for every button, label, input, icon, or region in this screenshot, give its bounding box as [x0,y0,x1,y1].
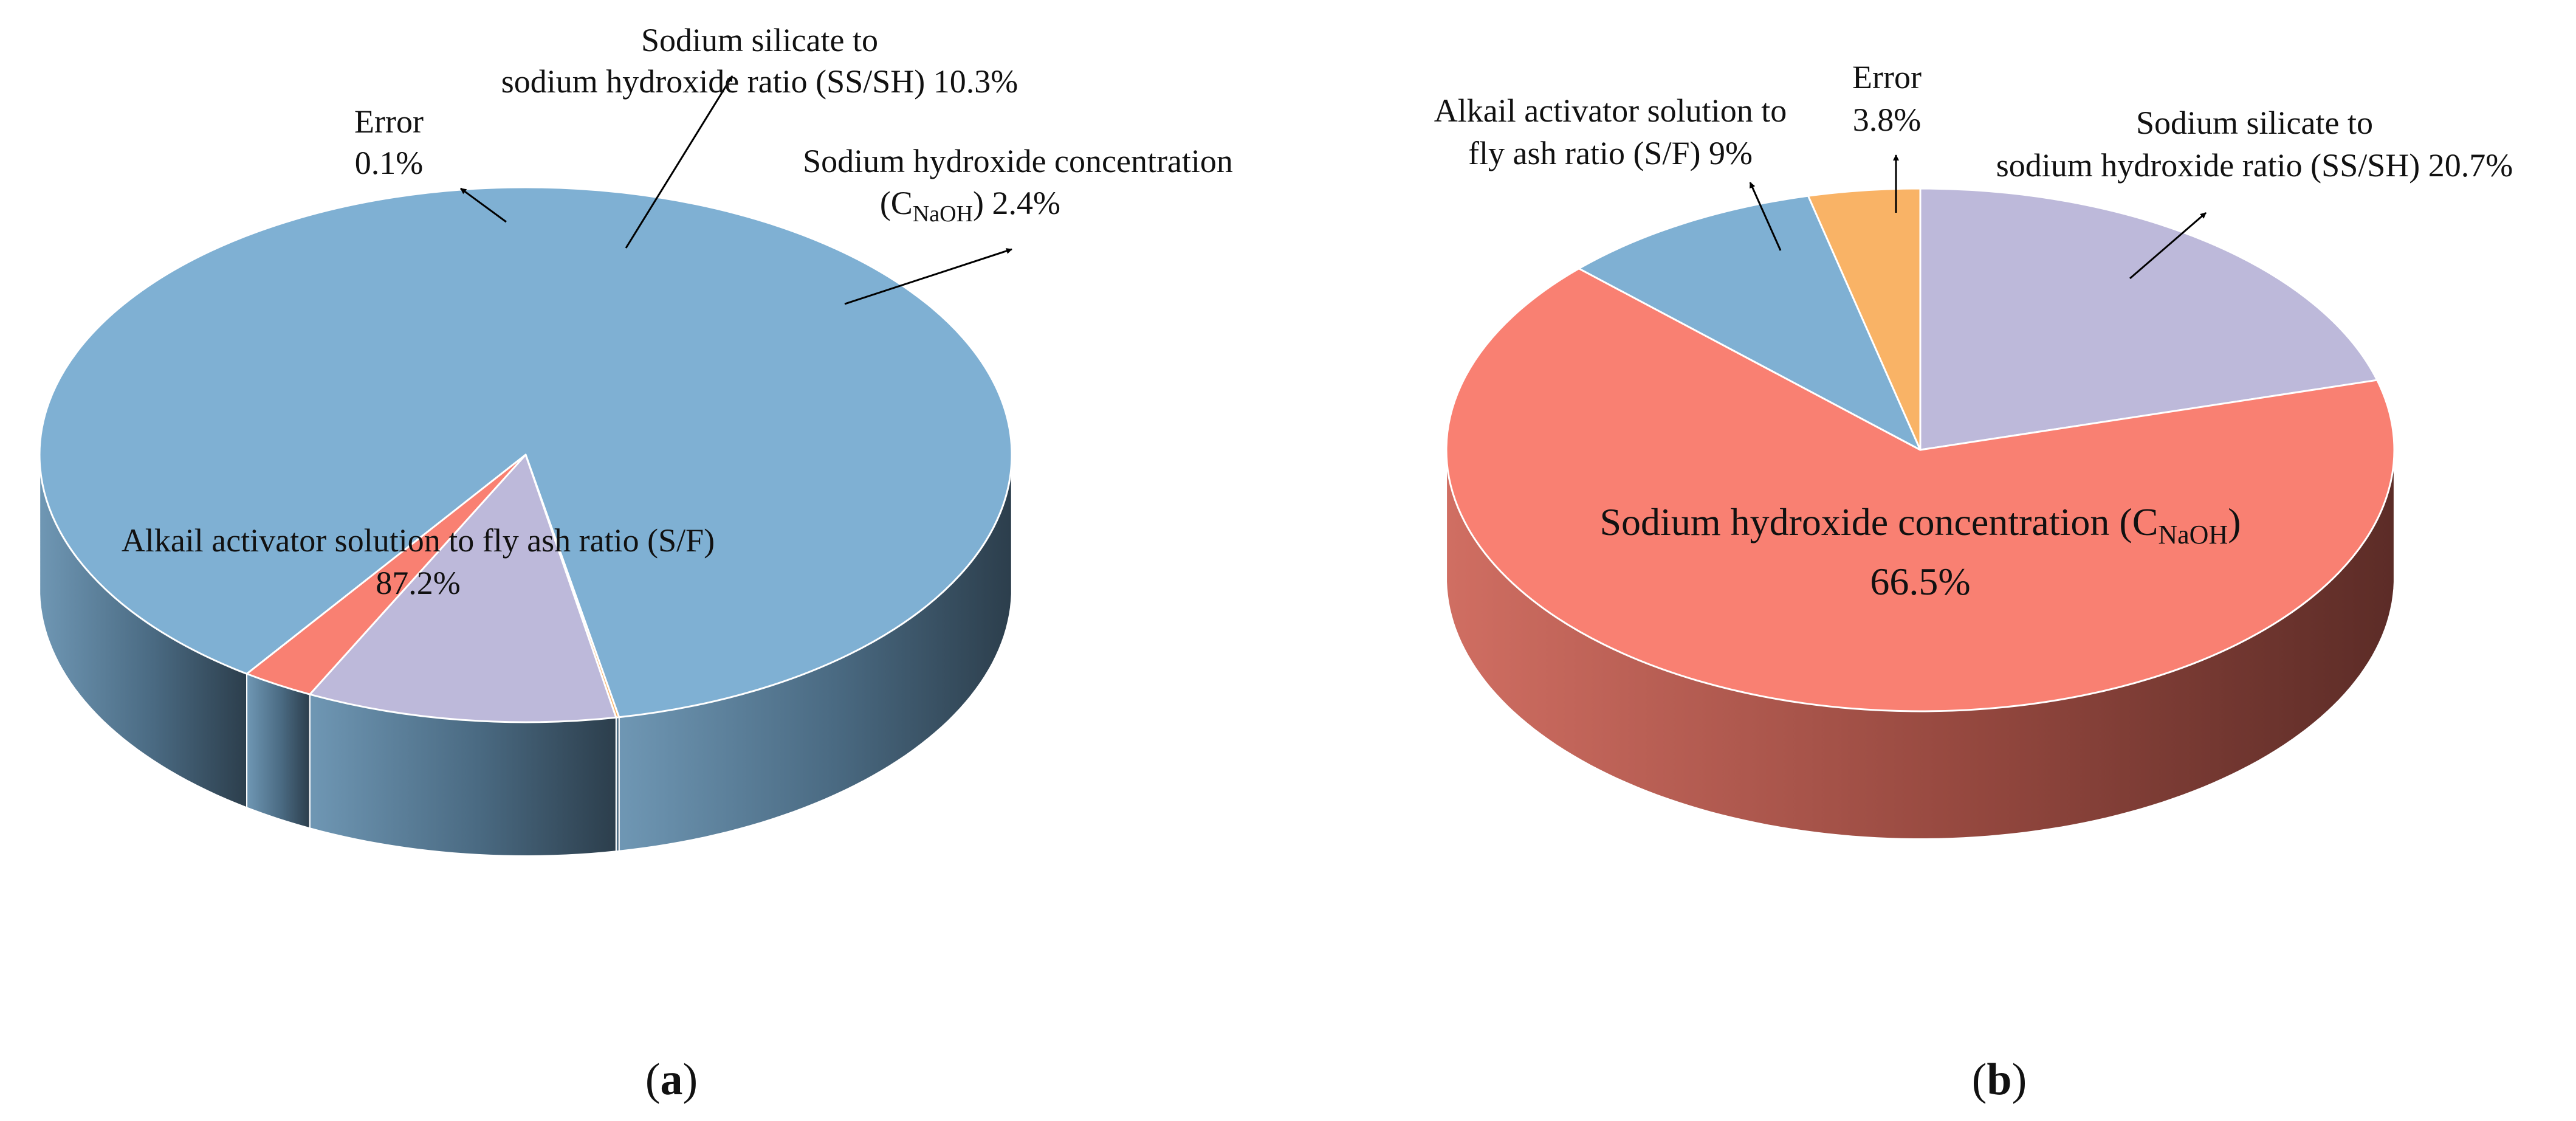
pie-b-annotations: Error 3.8% Alkail activator solution to … [1434,59,2513,603]
leader-b-sssh [2129,212,2207,280]
pie-chart-a: Error 0.1% Sodium silicate to sodium hyd… [38,22,1233,857]
label-b-error-name: Error [1852,59,1922,95]
pie-b-slice-sodium-hydroxide-concentration [1445,267,2396,712]
pie-b-slice-sodium-silicate-to-sodium-hydroxide-ratio [1919,187,2379,451]
label-b-error-value: 3.8% [1853,102,1921,138]
pie-a-annotations: Error 0.1% Sodium silicate to sodium hyd… [122,22,1233,601]
label-a-sssh-value: sodium hydroxide ratio (SS/SH) 10.3% [501,63,1018,100]
pie-a-slice-alkail-activator-solution-to-fly-ash-ratio [38,186,1013,719]
label-a-naoh-name: Sodium hydroxide concentration [803,143,1233,179]
label-b-sf-value: fly ash ratio (S/F) 9% [1468,135,1753,171]
label-a-naoh-close: ) 2.4% [973,185,1060,221]
pie-a-slice-sodium-silicate-to-sodium-hydroxide-ratio [309,454,617,723]
pie-b-slices [1445,187,2396,712]
leader-a-naoh [844,248,1012,305]
label-a-naoh-sub: NaOH [913,201,973,227]
label-a-error-value: 0.1% [355,145,423,181]
pie-b-slice-error [1807,187,1922,451]
label-b-naoh-close: ) [2228,500,2241,543]
label-b-naoh-sub: NaOH [2158,520,2228,550]
pie-a-slice-sodium-hydroxide-concentration [246,454,527,695]
label-a-error-name: Error [354,103,424,140]
panel-label-b: (b) [1972,1055,2027,1105]
label-a-sf-name: Alkail activator solution to fly ash rat… [122,522,715,559]
label-b-naoh-open: Sodium hydroxide concentration (C [1599,500,2158,543]
label-b-sssh-value: sodium hydroxide ratio (SS/SH) 20.7% [1996,147,2513,184]
pie-a-sides [39,460,1012,857]
pie-chart-b: Error 3.8% Alkail activator solution to … [1434,59,2513,840]
pie-a-side-sodium-hydroxide-concentration [246,672,311,829]
label-a-naoh-value: (CNaOH) 2.4% [880,185,1060,227]
panel-label-a: (a) [645,1055,698,1105]
label-a-sf-value: 87.2% [376,565,460,601]
label-b-naoh-name: Sodium hydroxide concentration (CNaOH) [1599,500,2241,550]
label-a-sssh-name: Sodium silicate to [641,22,878,58]
label-a-naoh-open: (C [880,185,913,221]
label-b-naoh-value: 66.5% [1870,560,1970,603]
leader-b-sf [1749,182,1782,251]
pie-b-slice-alkail-activator-solution-to-fly-ash-ratio [1578,195,1922,451]
pie-a-slices [38,186,1013,723]
label-b-sssh-name: Sodium silicate to [2136,105,2373,141]
label-b-sf-name: Alkail activator solution to [1434,92,1787,129]
leader-a-sssh [625,75,733,249]
leader-a-error [460,187,507,223]
